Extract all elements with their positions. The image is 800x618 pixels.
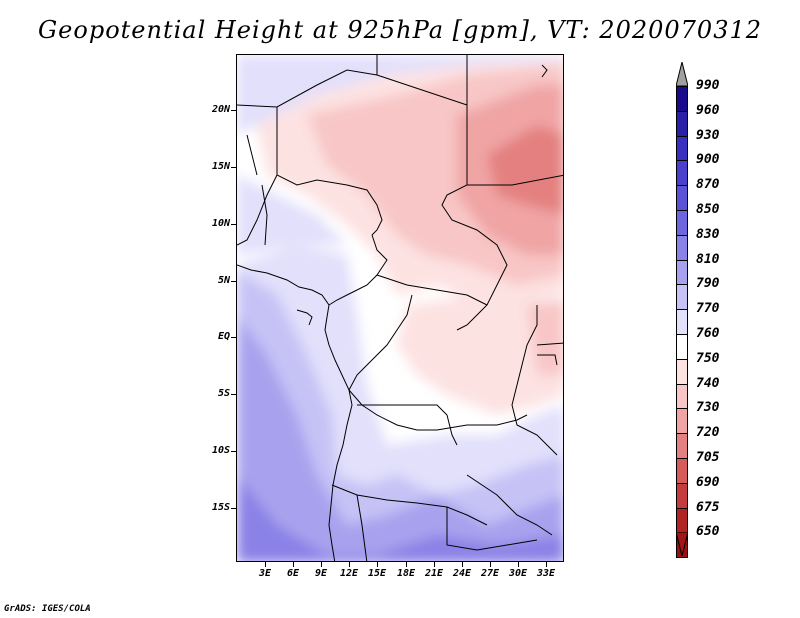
- colorbar-label: 790: [696, 276, 720, 292]
- colorbar-swatch: [676, 185, 688, 211]
- lat-tick-label: 5S: [217, 388, 230, 399]
- colorbar-swatch: [676, 408, 688, 435]
- lat-tick-mark: [231, 167, 236, 168]
- lon-tick-label: 33E: [536, 568, 556, 579]
- lat-tick-label: 10N: [211, 218, 230, 229]
- lon-tick-mark: [406, 562, 407, 567]
- lon-tick-mark: [293, 562, 294, 567]
- colorbar-swatch: [676, 234, 688, 261]
- colorbar-label: 930: [696, 127, 720, 143]
- colorbar-bottom-arrow: [676, 532, 688, 556]
- political-borders: [237, 55, 563, 561]
- colorbar-label: 770: [696, 301, 720, 317]
- lon-tick-label: 27E: [480, 568, 500, 579]
- colorbar-label: 810: [696, 251, 720, 267]
- lon-tick-label: 9E: [314, 568, 328, 579]
- lon-tick-label: 24E: [452, 568, 472, 579]
- lon-tick-mark: [265, 562, 266, 567]
- lat-tick-mark: [231, 451, 236, 452]
- lon-tick-mark: [518, 562, 519, 567]
- chart-title: Geopotential Height at 925hPa [gpm], VT:…: [38, 16, 762, 44]
- lon-tick-mark: [377, 562, 378, 567]
- colorbar-swatch: [676, 458, 688, 484]
- lat-tick-mark: [231, 281, 236, 282]
- colorbar-label: 675: [696, 499, 720, 515]
- colorbar-swatch: [676, 160, 688, 187]
- colorbar-label: 690: [696, 474, 720, 490]
- lon-tick-label: 6E: [286, 568, 300, 579]
- lon-tick-label: 3E: [258, 568, 272, 579]
- colorbar-swatch: [676, 309, 688, 335]
- lon-tick-label: 30E: [508, 568, 528, 579]
- lat-tick-mark: [231, 110, 236, 111]
- colorbar-label: 850: [696, 202, 720, 217]
- colorbar-label: 960: [696, 102, 720, 118]
- colorbar-label: 990: [696, 78, 720, 93]
- colorbar-swatch: [676, 482, 688, 509]
- colorbar-swatch: [676, 210, 688, 236]
- lat-tick-label: EQ: [217, 331, 230, 342]
- lon-tick-label: 21E: [424, 568, 444, 579]
- lat-tick-label: 15N: [211, 161, 230, 172]
- lat-tick-mark: [231, 394, 236, 395]
- lon-tick-label: 15E: [367, 568, 387, 579]
- lon-tick-label: 18E: [396, 568, 416, 579]
- colorbar-swatch: [676, 358, 688, 385]
- colorbar-top-arrow: [676, 62, 688, 86]
- colorbar-label: 760: [696, 326, 720, 341]
- lon-tick-mark: [462, 562, 463, 567]
- lat-tick-mark: [231, 508, 236, 509]
- colorbar-swatch: [676, 507, 688, 534]
- colorbar-label: 730: [696, 400, 720, 416]
- lat-tick-label: 10S: [211, 445, 230, 456]
- lat-tick-mark: [231, 337, 236, 338]
- lat-tick-label: 5N: [217, 275, 230, 286]
- colorbar-swatch: [676, 383, 688, 410]
- colorbar-swatch: [676, 135, 688, 162]
- colorbar-swatch: [676, 110, 688, 137]
- colorbar-label: 900: [696, 152, 720, 168]
- geopotential-height-field: [237, 55, 563, 561]
- colorbar-label: 650: [696, 524, 720, 540]
- lon-tick-mark: [321, 562, 322, 567]
- colorbar-label: 705: [696, 450, 720, 465]
- colorbar-swatch: [676, 86, 688, 112]
- lat-tick-label: 15S: [211, 502, 230, 513]
- footer-credit: GrADS: IGES/COLA: [4, 604, 91, 614]
- lon-tick-mark: [546, 562, 547, 567]
- map-plot-area: [236, 54, 564, 562]
- lon-tick-label: 12E: [339, 568, 359, 579]
- colorbar-label: 740: [696, 375, 720, 391]
- colorbar-label: 870: [696, 177, 720, 193]
- lon-tick-mark: [349, 562, 350, 567]
- colorbar-label: 750: [696, 350, 720, 366]
- lat-tick-mark: [231, 224, 236, 225]
- lon-tick-mark: [490, 562, 491, 567]
- colorbar-swatch: [676, 334, 688, 360]
- colorbar-swatch: [676, 284, 688, 311]
- colorbar-swatch: [676, 433, 688, 459]
- colorbar-label: 720: [696, 425, 720, 441]
- lon-tick-mark: [434, 562, 435, 567]
- colorbar-label: 830: [696, 226, 720, 242]
- colorbar-swatch: [676, 259, 688, 286]
- lat-tick-label: 20N: [211, 104, 230, 115]
